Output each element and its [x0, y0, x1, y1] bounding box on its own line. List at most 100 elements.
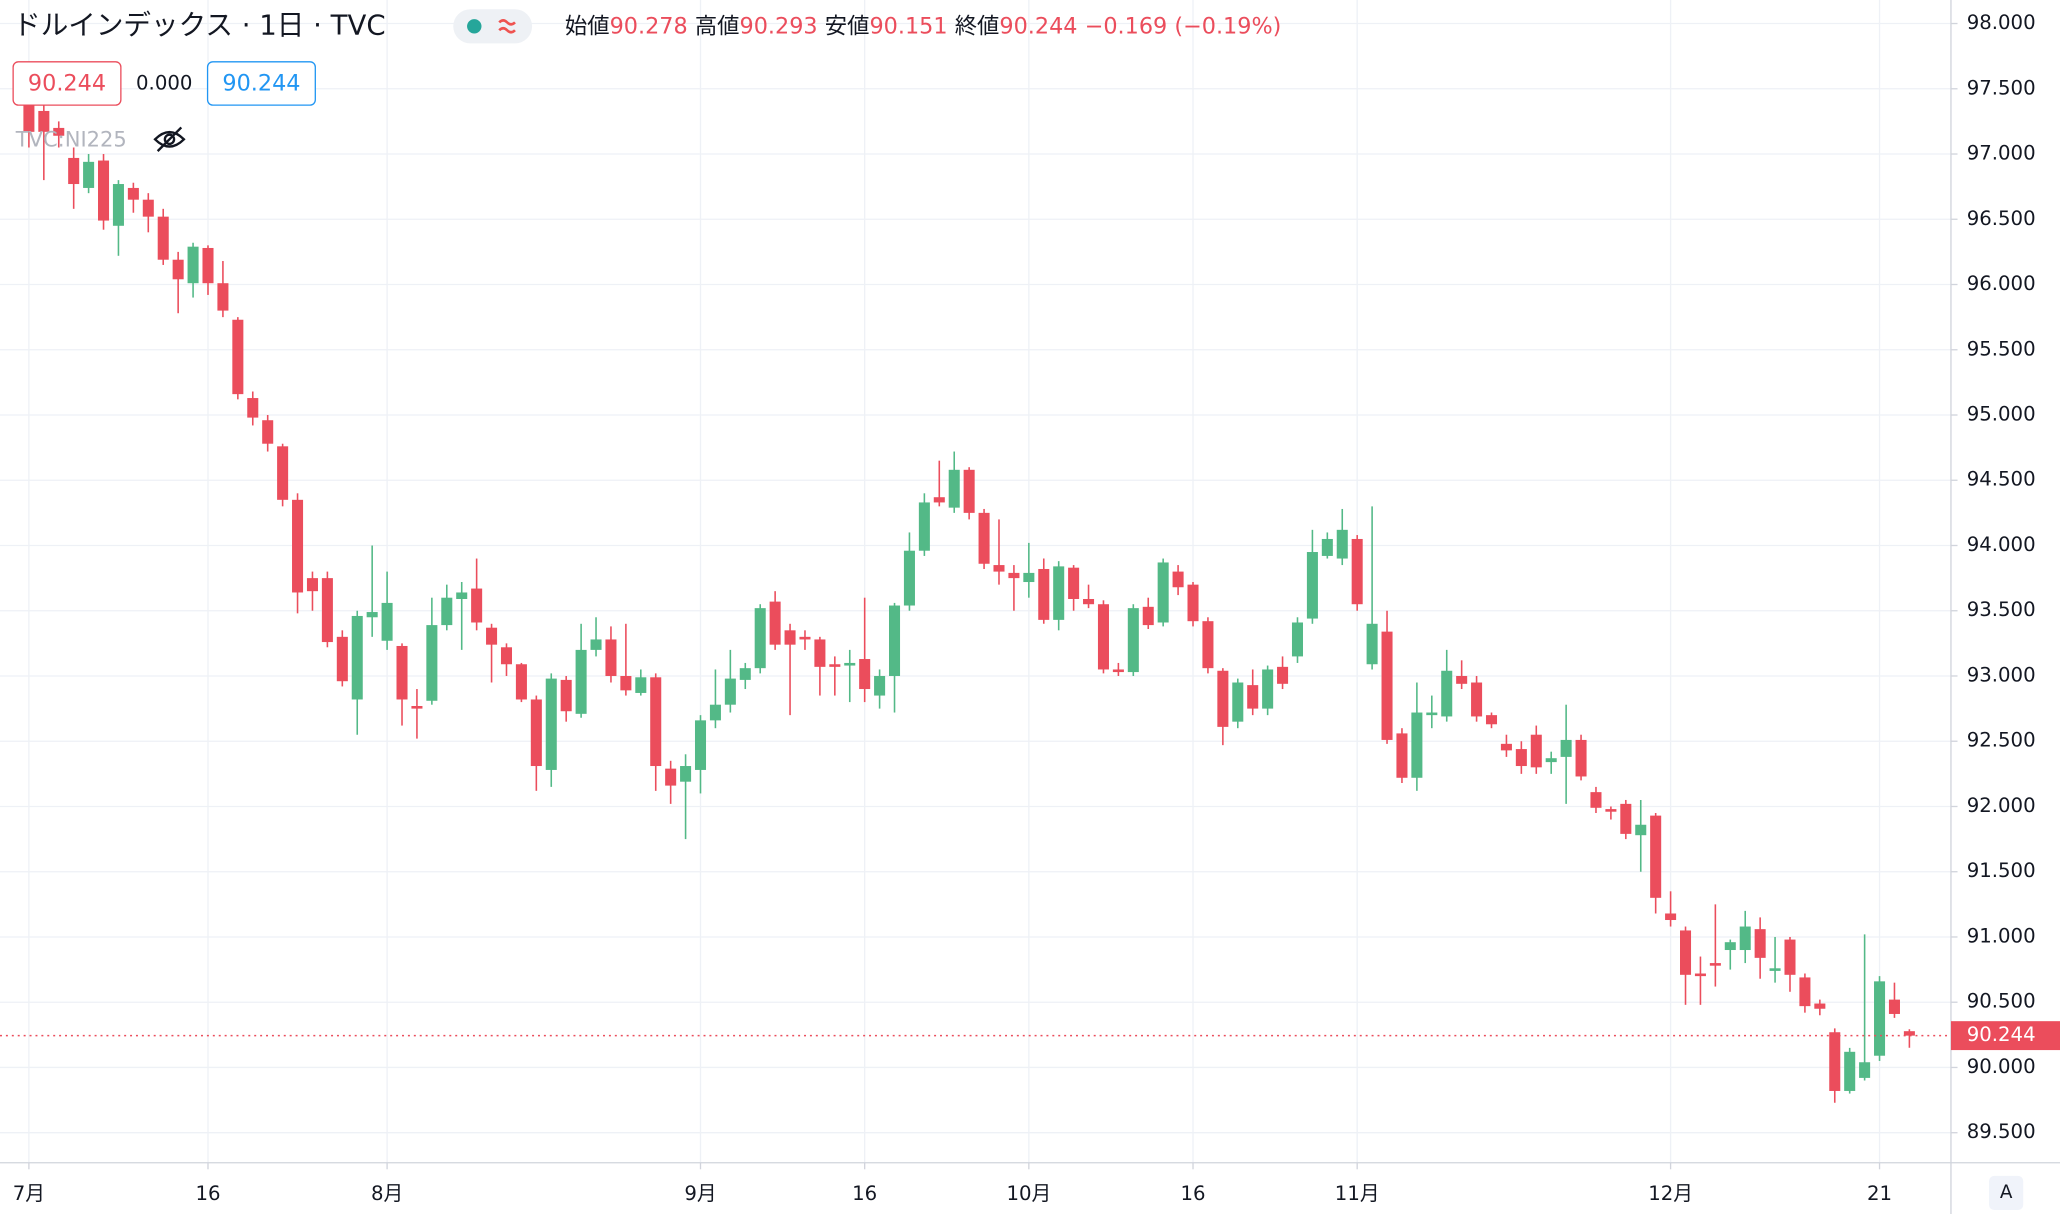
candle-body [336, 636, 348, 682]
axes: 89.500 90.000 90.500 91.000 91.500 92.000 92.5… [0, 11, 2060, 1205]
candle-body [1485, 715, 1498, 725]
y-tick-label: 96.500 [1967, 207, 2036, 230]
candle-body [859, 659, 871, 690]
candle-body [1829, 1032, 1841, 1091]
x-tick-label: 16 [852, 1182, 877, 1205]
candle-body [23, 104, 35, 132]
y-tick-label: 97.000 [1967, 142, 2036, 165]
candle-body [381, 602, 393, 641]
candle-body [127, 187, 139, 200]
candle-body [1441, 670, 1453, 717]
y-tick-label: 93.500 [1967, 598, 2036, 621]
y-tick-label: 91.500 [1967, 859, 2036, 882]
candle-body [1127, 608, 1139, 673]
candle-body [1336, 529, 1348, 559]
sell-button[interactable] [12, 61, 122, 106]
candle-body [1456, 675, 1468, 684]
candle-body [262, 420, 274, 444]
compare-symbol[interactable]: TVC:NI225 [15, 127, 127, 152]
candle-body [814, 639, 826, 667]
buy-price: 90.244 [222, 71, 300, 97]
buy-button[interactable] [206, 61, 316, 106]
candle-body [993, 565, 1005, 572]
candle-body [1665, 913, 1677, 921]
candle-body [1605, 809, 1617, 812]
candle-body [754, 608, 766, 669]
y-tick-label: 90.500 [1967, 990, 2036, 1013]
candle-body [590, 639, 602, 650]
candle-body [1799, 977, 1811, 1007]
candle-body [1202, 621, 1214, 669]
candle-body [486, 627, 498, 645]
y-tick-label: 96.000 [1967, 272, 2036, 295]
candle-body [217, 283, 229, 311]
candle-body [68, 157, 80, 185]
last-price-label: 90.244 [1967, 1023, 2036, 1046]
candle-body [635, 677, 647, 693]
x-tick-label: 7月 [13, 1182, 45, 1205]
candle-body [306, 578, 318, 592]
candle-body [1396, 733, 1408, 778]
candle-body [978, 512, 990, 564]
x-tick-label: 21 [1867, 1182, 1892, 1205]
candle-body [53, 127, 65, 136]
delayed-icon [498, 19, 516, 34]
y-tick-label: 95.500 [1967, 337, 2036, 360]
candle-body [1680, 930, 1692, 975]
candle-body [1500, 743, 1512, 751]
ohlc-value: 90.278 [610, 13, 688, 39]
candle-body [515, 664, 527, 700]
candle-body [530, 699, 542, 767]
candle-body [933, 497, 945, 503]
ohlc-label: 終値 [955, 13, 1000, 39]
candle-body [1142, 606, 1154, 626]
candle-body [620, 675, 632, 691]
candle-body [321, 578, 333, 643]
hide-icon[interactable] [153, 126, 186, 152]
candle-body [1008, 572, 1020, 579]
candle-body [83, 161, 95, 188]
candle-body [1888, 999, 1900, 1014]
last-price-tag [1950, 1021, 2060, 1051]
candle-body [142, 199, 154, 217]
auto-scale-button[interactable] [1989, 1175, 2024, 1211]
candle-body [1411, 712, 1423, 778]
candle-body [1739, 926, 1751, 951]
ohlc-value: 90.293 [740, 13, 818, 39]
candle-body [247, 398, 259, 418]
x-tick-label: 9月 [684, 1182, 716, 1205]
candle-body [112, 184, 124, 226]
candle-body [500, 647, 513, 665]
y-tick-label: 92.000 [1967, 794, 2036, 817]
candle-body [709, 704, 721, 721]
candle-body [769, 601, 781, 645]
candle-body [292, 499, 304, 593]
candle-body [799, 636, 811, 640]
candle-body [1023, 572, 1035, 583]
candle-body [1784, 939, 1796, 975]
candle-body [1083, 598, 1095, 605]
candle-body [1769, 968, 1781, 971]
ohlc-label: 高値 [695, 13, 740, 39]
change-value: −0.169 (−0.19%) [1085, 13, 1282, 39]
candle-body [157, 216, 169, 260]
y-tick-label: 89.500 [1967, 1120, 2036, 1143]
candle-body [1471, 682, 1483, 717]
candle-body [277, 446, 289, 500]
candle-body [351, 615, 363, 700]
ohlc-label: 安値 [825, 13, 870, 39]
candle-body [232, 319, 244, 395]
candle-body [1097, 604, 1109, 670]
candle-body [1620, 803, 1632, 834]
eye-slash [156, 126, 183, 152]
candle-body [650, 677, 662, 767]
candle-body [1053, 566, 1065, 620]
candle-body [1859, 1062, 1871, 1078]
x-tick-label: 16 [195, 1182, 220, 1205]
candle-body [1844, 1051, 1856, 1091]
candle-body [1545, 758, 1557, 763]
status-pill[interactable] [453, 9, 533, 44]
candle-body [665, 768, 677, 786]
